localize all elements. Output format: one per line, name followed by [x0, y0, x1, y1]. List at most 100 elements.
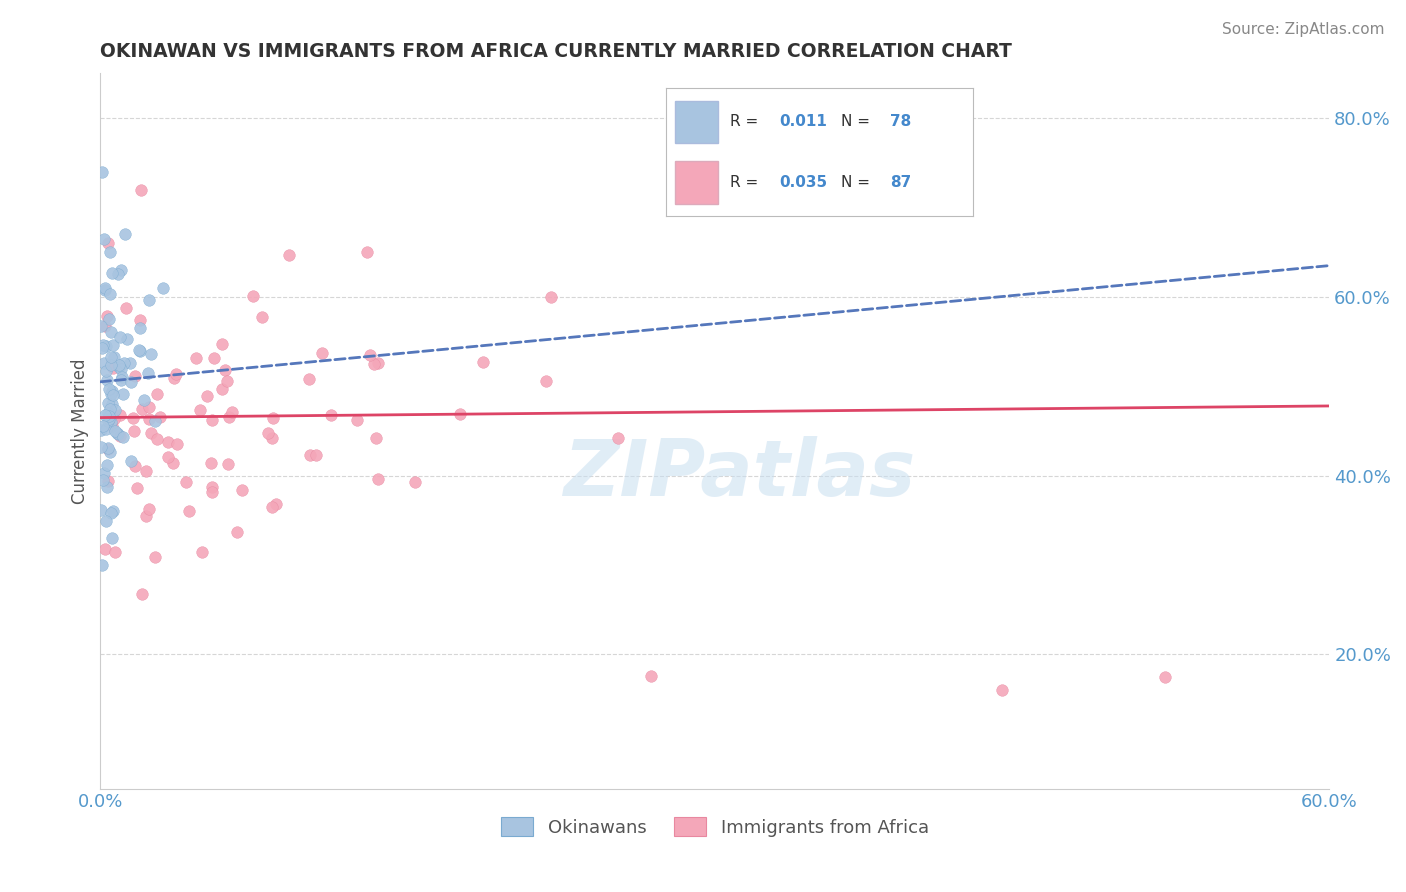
- Point: [211, 383, 233, 397]
- Point: [177, 503, 200, 517]
- Point: [100, 358, 122, 372]
- Point: [120, 356, 142, 370]
- Point: [449, 407, 471, 421]
- Point: [127, 481, 149, 495]
- Point: [112, 355, 135, 369]
- Point: [128, 343, 150, 358]
- Point: [91, 419, 114, 434]
- Point: [94, 283, 117, 297]
- Point: [91, 338, 114, 352]
- Point: [138, 293, 160, 307]
- Point: [93, 408, 115, 422]
- Point: [100, 325, 122, 339]
- Point: [231, 483, 253, 497]
- Point: [120, 376, 142, 390]
- Point: [124, 425, 146, 439]
- Point: [311, 346, 333, 360]
- Point: [124, 368, 146, 383]
- Point: [146, 432, 169, 446]
- Point: [226, 525, 249, 540]
- Point: [94, 339, 117, 353]
- Point: [135, 508, 157, 523]
- Point: [91, 473, 114, 487]
- Point: [96, 514, 118, 528]
- Point: [252, 310, 274, 325]
- Point: [129, 312, 152, 326]
- Point: [124, 459, 146, 474]
- Point: [104, 545, 127, 559]
- Point: [93, 281, 115, 295]
- Point: [200, 457, 222, 471]
- Point: [218, 410, 240, 425]
- Point: [298, 372, 321, 386]
- Point: [96, 480, 118, 494]
- Point: [90, 441, 112, 455]
- Point: [404, 475, 426, 490]
- Y-axis label: Currently Married: Currently Married: [72, 359, 89, 504]
- Point: [166, 437, 188, 451]
- Point: [90, 423, 112, 437]
- Point: [90, 165, 112, 179]
- Point: [98, 445, 121, 459]
- Point: [138, 502, 160, 516]
- Legend: Okinawans, Immigrants from Africa: Okinawans, Immigrants from Africa: [494, 810, 936, 844]
- Point: [100, 386, 122, 401]
- Point: [101, 388, 124, 402]
- Point: [103, 338, 125, 352]
- Point: [100, 506, 122, 520]
- Point: [165, 367, 187, 381]
- Point: [201, 485, 224, 500]
- Point: [90, 558, 112, 572]
- Point: [90, 319, 112, 334]
- Point: [98, 411, 121, 425]
- Point: [108, 429, 131, 443]
- Point: [104, 402, 127, 417]
- Point: [90, 503, 112, 517]
- Point: [93, 355, 115, 369]
- Point: [108, 330, 131, 344]
- Point: [221, 405, 243, 419]
- Point: [110, 373, 132, 387]
- Point: [346, 413, 368, 427]
- Point: [211, 337, 233, 351]
- Point: [131, 401, 153, 416]
- Point: [100, 397, 122, 411]
- Point: [115, 301, 138, 315]
- Point: [98, 245, 121, 260]
- Point: [640, 669, 662, 683]
- Point: [94, 421, 117, 435]
- Point: [97, 442, 120, 456]
- Point: [93, 466, 115, 480]
- Point: [157, 435, 180, 450]
- Point: [134, 393, 156, 408]
- Point: [262, 500, 284, 514]
- Point: [108, 359, 131, 374]
- Point: [138, 412, 160, 426]
- Point: [104, 424, 127, 438]
- Point: [201, 480, 224, 494]
- Point: [131, 183, 153, 197]
- Point: [363, 357, 385, 371]
- Point: [110, 362, 132, 376]
- Point: [94, 542, 117, 557]
- Point: [103, 350, 125, 364]
- Point: [146, 386, 169, 401]
- Point: [96, 310, 118, 324]
- Point: [101, 266, 124, 280]
- Point: [214, 363, 236, 377]
- Point: [152, 281, 174, 295]
- Point: [101, 504, 124, 518]
- Point: [138, 400, 160, 414]
- Point: [128, 343, 150, 357]
- Point: [94, 318, 117, 333]
- Point: [111, 430, 134, 444]
- Point: [97, 236, 120, 251]
- Point: [260, 431, 283, 445]
- Text: ZIPatlas: ZIPatlas: [564, 436, 915, 512]
- Text: Source: ZipAtlas.com: Source: ZipAtlas.com: [1222, 22, 1385, 37]
- Point: [96, 364, 118, 378]
- Point: [136, 366, 159, 380]
- Point: [97, 396, 120, 410]
- Point: [97, 414, 120, 428]
- Point: [120, 453, 142, 467]
